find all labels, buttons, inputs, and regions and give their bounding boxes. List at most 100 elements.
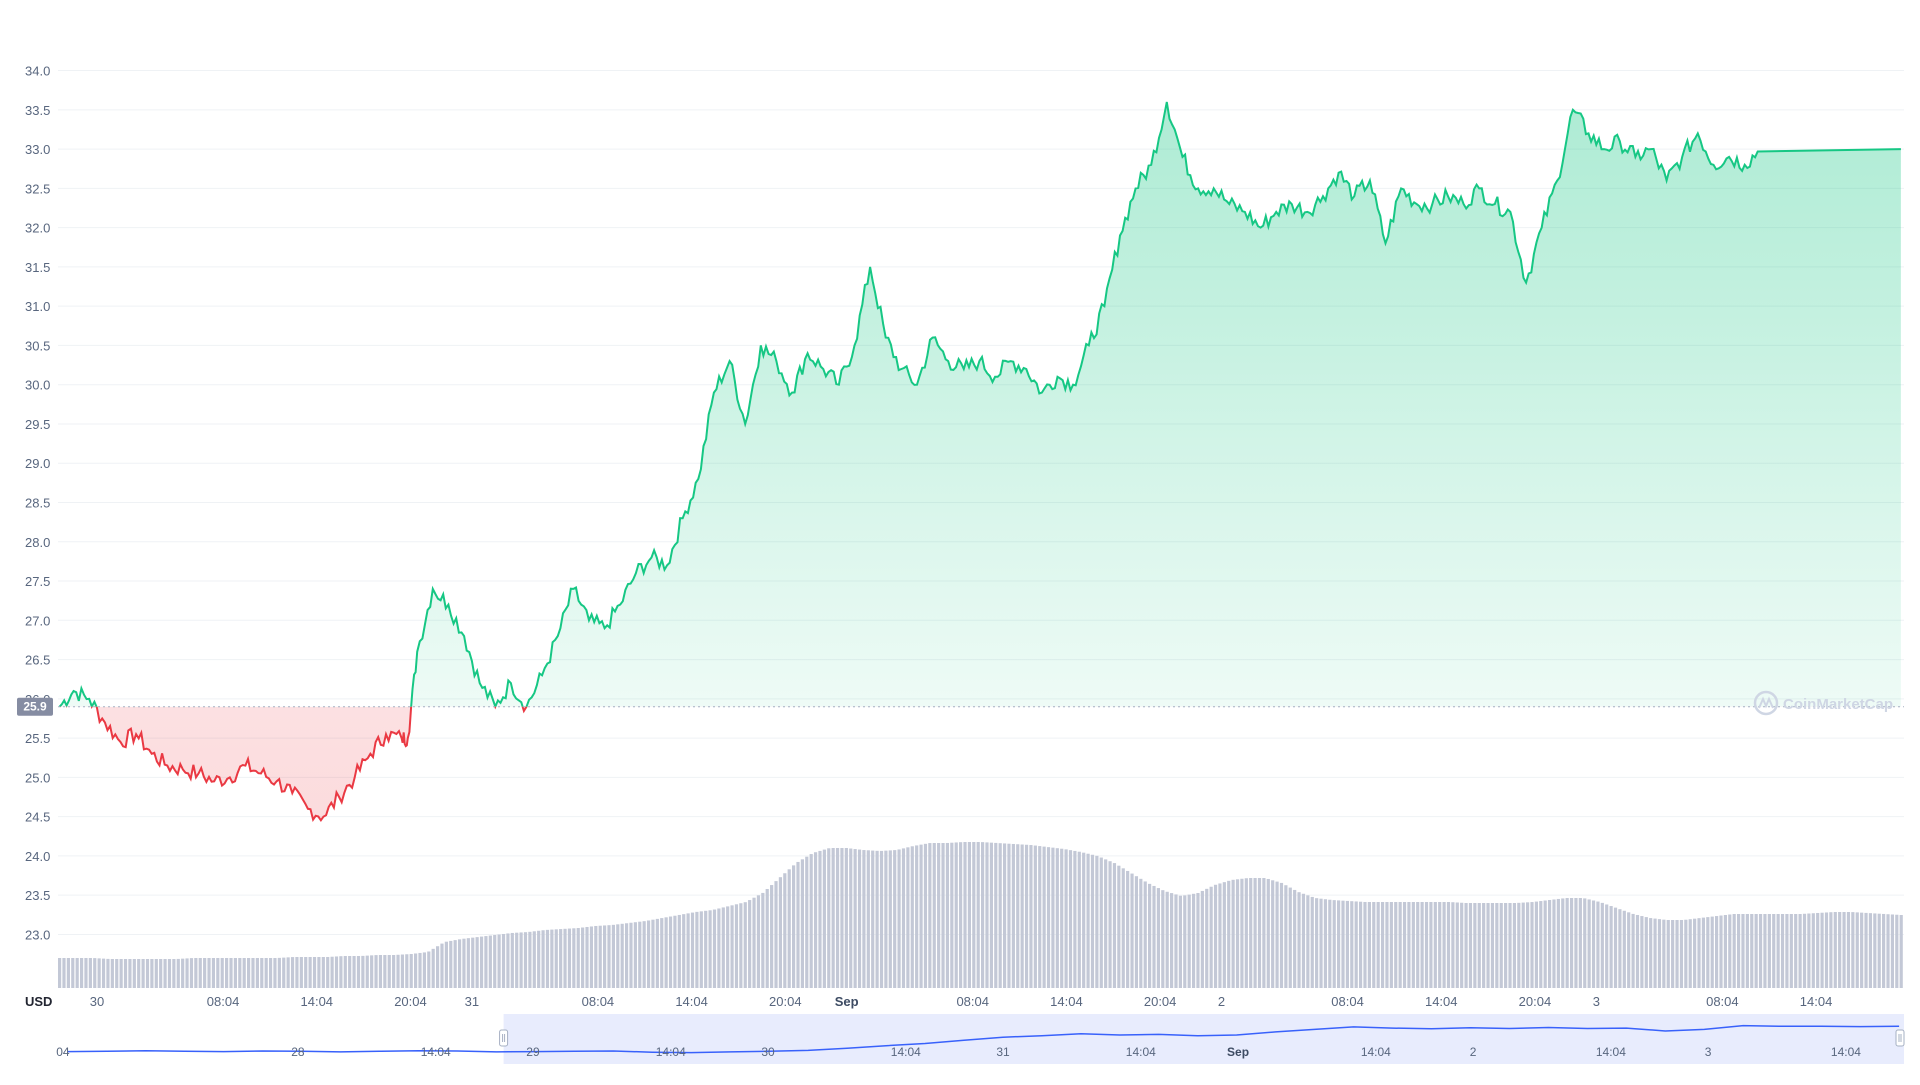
volume-bar <box>1583 898 1587 988</box>
y-tick-label: 34.0 <box>25 64 50 79</box>
navigator-handle-grip[interactable] <box>499 1029 509 1047</box>
time-range-navigator[interactable]: 04 28 14:04 29 14:04 30 14:04 31 14:04 Sep 14:04 2 1… <box>56 1014 1905 1064</box>
volume-bar <box>246 958 251 988</box>
y-tick-label: 24.5 <box>25 810 50 825</box>
volume-bar <box>1315 898 1319 988</box>
navigator-right-handle[interactable] <box>1895 1029 1905 1047</box>
volume-bar <box>1802 913 1807 988</box>
volume-bar <box>1174 894 1178 988</box>
volume-bar <box>976 842 980 988</box>
volume-bar <box>1882 913 1886 988</box>
volume-bar <box>1275 881 1279 988</box>
price-line[interactable] <box>58 101 1901 823</box>
y-tick-label: 30.0 <box>25 378 50 393</box>
volume-bar <box>207 958 211 988</box>
volume-bar <box>1490 903 1495 988</box>
volume-bar <box>1394 902 1398 988</box>
y-tick-label: 30.5 <box>25 338 50 353</box>
volume-bar <box>682 914 686 988</box>
volume-bar <box>1169 893 1174 988</box>
x-tick-label: 14:04 <box>1050 994 1083 1009</box>
volume-bar <box>923 843 928 988</box>
volume-bar <box>690 912 695 988</box>
volume-bar <box>290 957 295 988</box>
volume-bars <box>58 842 1903 988</box>
volume-bar <box>1090 854 1095 988</box>
volume-bar <box>642 921 646 988</box>
volume-bar <box>365 955 369 988</box>
volume-bar <box>607 925 611 988</box>
volume-bar <box>1446 902 1451 988</box>
volume-bar <box>1587 899 1591 988</box>
volume-bar <box>277 957 281 988</box>
volume-bar <box>1526 902 1530 988</box>
volume-bar <box>906 847 910 988</box>
volume-bar <box>185 958 189 988</box>
volume-bar <box>141 959 145 988</box>
volume-bar <box>1046 847 1051 988</box>
navigator-left-handle[interactable] <box>499 1029 509 1047</box>
volume-bar <box>1271 880 1275 988</box>
volume-bar <box>1591 900 1596 988</box>
volume-bar <box>418 952 422 988</box>
volume-bar <box>198 958 202 988</box>
navigator-selected-range[interactable] <box>503 1014 1905 1064</box>
volume-bar <box>668 916 673 988</box>
volume-bar <box>1530 902 1534 988</box>
volume-bar <box>1376 902 1380 988</box>
volume-bar <box>1464 903 1468 988</box>
volume-bar <box>1341 900 1345 988</box>
volume-bar <box>264 958 268 988</box>
volume-bar <box>211 958 216 988</box>
volume-bar <box>1556 898 1560 988</box>
volume-bar <box>1301 893 1306 988</box>
volume-bar <box>1191 893 1196 988</box>
volume-bar <box>1213 884 1218 988</box>
volume-bar <box>1249 878 1253 988</box>
price-line-up[interactable] <box>58 101 1901 820</box>
volume-bar <box>1126 870 1130 988</box>
volume-bar <box>1218 883 1222 988</box>
volume-bar <box>827 848 831 988</box>
volume-bar <box>941 843 945 988</box>
volume-bar <box>633 922 637 988</box>
volume-bar <box>110 959 114 988</box>
volume-bar <box>106 958 110 988</box>
volume-bar <box>1077 851 1081 988</box>
volume-bar <box>1666 920 1670 988</box>
volume-bar <box>1772 914 1776 988</box>
y-tick-label: 25.0 <box>25 770 50 785</box>
volume-bar <box>1389 902 1393 988</box>
volume-bar <box>523 932 528 988</box>
navigator-tick-label: 30 <box>761 1045 775 1059</box>
x-tick-label: 20:04 <box>1519 994 1552 1009</box>
volume-bar <box>1622 910 1626 988</box>
volume-bar <box>857 849 862 988</box>
volume-bar <box>1798 914 1802 988</box>
volume-bar <box>708 910 712 988</box>
volume-bar <box>154 959 158 988</box>
volume-bar <box>501 933 506 988</box>
volume-bar <box>1653 918 1657 988</box>
volume-bar <box>704 910 708 988</box>
volume-bar <box>1547 900 1552 988</box>
navigator-handle-grip[interactable] <box>1895 1029 1905 1047</box>
volume-bar <box>1838 912 1842 988</box>
volume-bar <box>1785 914 1789 988</box>
volume-bar <box>1627 912 1631 988</box>
volume-bar <box>163 959 167 988</box>
volume-bar <box>1143 881 1147 988</box>
volume-bar <box>1051 847 1055 988</box>
coinmarketcap-watermark: CoinMarketCap <box>1753 690 1893 716</box>
volume-bar <box>1539 901 1543 988</box>
x-tick-label: 08:04 <box>207 994 240 1009</box>
volume-bar <box>1789 914 1793 988</box>
volume-bar <box>1561 898 1565 988</box>
watermark-text: CoinMarketCap <box>1783 696 1893 713</box>
navigator-tick-label: 14:04 <box>891 1045 921 1059</box>
price-line-down[interactable] <box>59 102 1901 823</box>
volume-bar <box>1886 914 1890 988</box>
volume-bar <box>392 955 396 988</box>
